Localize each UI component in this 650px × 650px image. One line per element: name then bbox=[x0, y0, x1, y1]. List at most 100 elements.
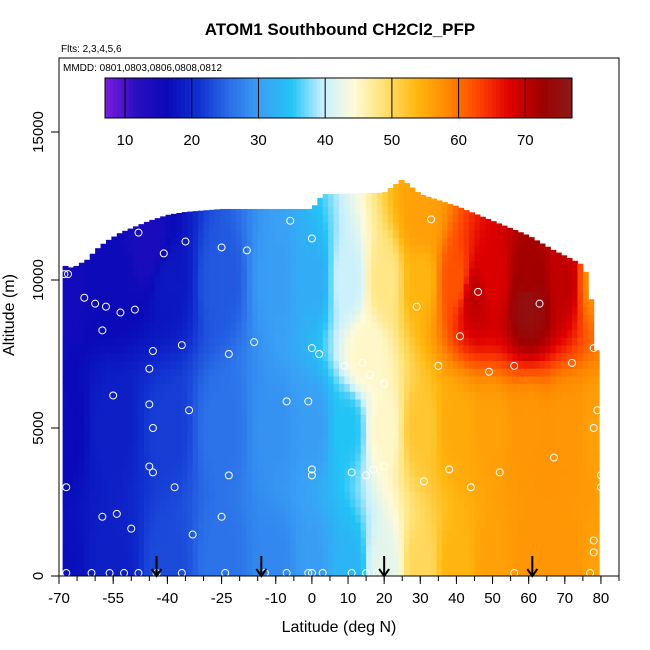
heatmap-cell bbox=[268, 506, 275, 515]
heatmap-cell bbox=[122, 483, 129, 492]
heatmap-cell bbox=[517, 483, 524, 492]
heatmap-cell bbox=[436, 414, 443, 423]
heatmap-cell bbox=[550, 268, 557, 277]
heatmap-cell bbox=[133, 360, 139, 369]
heatmap-cell bbox=[436, 229, 443, 238]
heatmap-cell bbox=[496, 368, 503, 377]
heatmap-cell bbox=[284, 391, 291, 400]
heatmap-cell bbox=[496, 322, 503, 331]
heatmap-cell bbox=[133, 226, 139, 231]
heatmap-cell bbox=[452, 375, 459, 385]
heatmap-cell bbox=[371, 452, 378, 462]
heatmap-cell bbox=[68, 322, 74, 331]
heatmap-cell bbox=[539, 414, 546, 423]
heatmap-cell bbox=[355, 268, 362, 277]
heatmap-cell bbox=[133, 306, 139, 315]
heatmap-cell bbox=[436, 314, 443, 323]
heatmap-cell bbox=[566, 398, 573, 408]
heatmap-cell bbox=[420, 568, 427, 577]
heatmap-cell bbox=[143, 445, 150, 454]
heatmap-cell bbox=[176, 322, 183, 331]
heatmap-cell bbox=[208, 452, 215, 462]
heatmap-cell bbox=[149, 483, 156, 492]
heatmap-cell bbox=[236, 322, 242, 331]
heatmap-cell bbox=[328, 545, 335, 554]
heatmap-cell bbox=[349, 329, 356, 338]
heatmap-cell bbox=[143, 398, 150, 408]
heatmap-cell bbox=[431, 221, 438, 231]
heatmap-cell bbox=[311, 545, 318, 554]
heatmap-cell bbox=[236, 560, 242, 569]
heatmap-cell bbox=[561, 322, 568, 331]
heatmap-cell bbox=[246, 208, 253, 215]
heatmap-cell bbox=[544, 483, 551, 492]
heatmap-cell bbox=[393, 298, 400, 308]
heatmap-cell bbox=[219, 237, 226, 246]
colorbar-segment bbox=[508, 78, 513, 118]
heatmap-cell bbox=[555, 506, 562, 515]
heatmap-cell bbox=[246, 529, 253, 539]
heatmap-cell bbox=[534, 398, 541, 408]
colorbar-segment bbox=[320, 78, 326, 118]
heatmap-cell bbox=[469, 452, 475, 462]
heatmap-cell bbox=[214, 522, 221, 531]
sample-point bbox=[224, 471, 233, 480]
heatmap-cell bbox=[544, 506, 551, 515]
heatmap-cell bbox=[268, 268, 275, 277]
heatmap-cell bbox=[517, 291, 524, 300]
heatmap-cell bbox=[171, 229, 177, 238]
heatmap-cell bbox=[452, 491, 459, 500]
heatmap-cell bbox=[387, 260, 394, 269]
heatmap-cell bbox=[366, 260, 373, 269]
heatmap-cell bbox=[78, 414, 85, 423]
heatmap-cell bbox=[127, 406, 134, 415]
heatmap-cell bbox=[376, 429, 383, 438]
heatmap-cell bbox=[349, 245, 356, 254]
heatmap-cell bbox=[225, 452, 232, 462]
heatmap-cell bbox=[257, 322, 264, 331]
heatmap-cell bbox=[349, 445, 356, 454]
heatmap-cell bbox=[290, 522, 297, 531]
heatmap-cell bbox=[349, 291, 356, 300]
heatmap-cell bbox=[208, 237, 215, 246]
heatmap-cell bbox=[208, 529, 215, 539]
heatmap-cell bbox=[219, 252, 226, 261]
heatmap-cell bbox=[171, 237, 177, 246]
heatmap-cell bbox=[225, 306, 232, 315]
heatmap-cell bbox=[236, 329, 242, 338]
heatmap-cell bbox=[295, 506, 302, 515]
heatmap-cell bbox=[371, 206, 378, 215]
heatmap-cell bbox=[339, 337, 345, 346]
heatmap-cell bbox=[154, 314, 161, 323]
heatmap-cell bbox=[301, 229, 307, 238]
heatmap-cell bbox=[263, 475, 270, 485]
heatmap-cell bbox=[311, 245, 318, 254]
heatmap-cell bbox=[463, 406, 470, 415]
heatmap-cell bbox=[507, 237, 513, 246]
heatmap-cell bbox=[550, 468, 557, 477]
heatmap-cell bbox=[534, 429, 541, 438]
heatmap-cell bbox=[404, 252, 410, 261]
heatmap-cell bbox=[349, 522, 356, 531]
heatmap-cell bbox=[474, 468, 481, 477]
colorbar-segment bbox=[504, 78, 509, 118]
heatmap-cell bbox=[376, 468, 383, 477]
heatmap-cell bbox=[355, 545, 362, 554]
heatmap-cell bbox=[105, 252, 112, 261]
heatmap-cell bbox=[192, 360, 199, 369]
heatmap-cell bbox=[485, 260, 492, 269]
heatmap-cell bbox=[425, 260, 432, 269]
heatmap-cell bbox=[241, 468, 248, 477]
colorbar-segment bbox=[192, 78, 198, 118]
heatmap-cell bbox=[376, 252, 383, 261]
heatmap-cell bbox=[447, 245, 454, 254]
heatmap-cell bbox=[550, 475, 557, 485]
sample-point bbox=[372, 569, 381, 578]
heatmap-cell bbox=[539, 345, 546, 354]
heatmap-cell bbox=[306, 429, 313, 438]
heatmap-cell bbox=[463, 483, 470, 492]
heatmap-cell bbox=[387, 245, 394, 254]
heatmap-cell bbox=[534, 337, 541, 346]
heatmap-cell bbox=[230, 506, 237, 515]
heatmap-cell bbox=[539, 545, 546, 554]
